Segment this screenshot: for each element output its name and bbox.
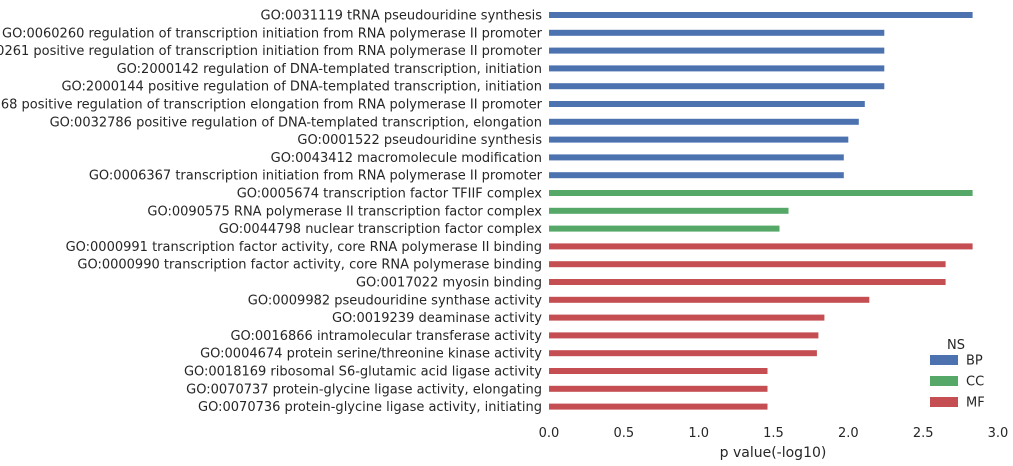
legend-label-mf: MF bbox=[966, 396, 985, 411]
x-axis-title: p value(-log10) bbox=[720, 445, 827, 461]
category-label: GO:0044798 nuclear transcription factor … bbox=[219, 222, 543, 237]
bar-mf bbox=[549, 332, 819, 339]
category-label: GO:0032786 positive regulation of DNA-te… bbox=[50, 115, 542, 130]
bar-mf bbox=[549, 279, 946, 285]
bar-mf bbox=[549, 314, 825, 321]
category-label: GO:0019239 deaminase activity bbox=[332, 311, 542, 326]
bar-cc bbox=[549, 190, 973, 196]
category-labels-group: GO:0031119 tRNA pseudouridine synthesis G… bbox=[0, 9, 543, 416]
category-label: GO:2000142 regulation of DNA-templated t… bbox=[117, 62, 542, 77]
bar-mf bbox=[549, 403, 768, 410]
category-label: GO:0070737 protein-glycine ligase activi… bbox=[186, 382, 542, 397]
category-label: GO:0009982 pseudouridine synthase activi… bbox=[248, 293, 543, 308]
bar-mf bbox=[549, 296, 870, 303]
legend-entries-group: BP CC MF bbox=[930, 354, 985, 411]
bar-mf bbox=[549, 385, 768, 392]
x-tick-label: 1.0 bbox=[688, 426, 709, 441]
bar-bp bbox=[549, 83, 885, 90]
category-label: GO:0031119 tRNA pseudouridine synthesis bbox=[261, 9, 543, 24]
bar-bp bbox=[549, 118, 859, 125]
bar-bp bbox=[549, 65, 885, 72]
bar-cc bbox=[549, 207, 789, 214]
legend-swatch-cc bbox=[930, 376, 958, 386]
legend-label-cc: CC bbox=[966, 375, 984, 390]
category-label: GO:0004674 protein serine/threonine kina… bbox=[200, 347, 542, 362]
category-label: GO:0005674 transcription factor TFIIF co… bbox=[237, 187, 543, 202]
bar-mf bbox=[549, 261, 946, 268]
bar-bp bbox=[549, 154, 844, 161]
bar-bp bbox=[549, 29, 885, 36]
legend-title: NS bbox=[947, 338, 965, 353]
legend-swatch-bp bbox=[930, 355, 958, 365]
bar-cc bbox=[549, 225, 780, 232]
bar-bp bbox=[549, 12, 973, 18]
x-tick-label: 0.0 bbox=[539, 426, 560, 441]
category-label: GO:0018169 ribosomal S6-glutamic acid li… bbox=[184, 365, 542, 380]
x-tick-labels-group: 0.0 0.5 1.0 1.5 2.0 2.5 3.0 bbox=[539, 426, 1009, 441]
x-tick-label: 0.5 bbox=[613, 426, 634, 441]
x-tick-label: 2.0 bbox=[838, 426, 859, 441]
bar-bp bbox=[549, 172, 844, 179]
category-label: GO:0070736 protein-glycine ligase activi… bbox=[198, 400, 542, 415]
category-label: GO:0043412 macromolecule modification bbox=[271, 151, 542, 166]
legend-swatch-mf bbox=[930, 397, 958, 407]
category-label: GO:0000991 transcription factor activity… bbox=[66, 240, 542, 255]
bar-bp bbox=[549, 101, 865, 107]
category-label: GO:0006367 transcription initiation from… bbox=[89, 169, 543, 184]
x-tick-label: 3.0 bbox=[988, 426, 1009, 441]
bar-mf bbox=[549, 350, 817, 357]
bar-bp bbox=[549, 47, 885, 54]
x-tick-label: 2.5 bbox=[913, 426, 934, 441]
bar-bp bbox=[549, 136, 849, 143]
legend: NS BP CC MF bbox=[930, 338, 985, 411]
category-label: GO:0017022 myosin binding bbox=[356, 276, 542, 291]
category-label: GO:0001522 pseudouridine synthesis bbox=[297, 133, 542, 148]
category-label: GO:2000144 positive regulation of DNA-te… bbox=[61, 80, 542, 95]
category-label: GO:0060260 regulation of transcription i… bbox=[2, 26, 543, 41]
category-label: GO:0000990 transcription factor activity… bbox=[77, 258, 542, 273]
category-label: GO:0032968 positive regulation of transc… bbox=[0, 98, 543, 113]
x-tick-label: 1.5 bbox=[763, 426, 784, 441]
category-label: GO:0090575 RNA polymerase II transcripti… bbox=[147, 204, 542, 219]
bar-mf bbox=[549, 368, 768, 374]
legend-label-bp: BP bbox=[966, 354, 983, 369]
bars-group bbox=[549, 12, 973, 410]
category-label: GO:0060261 positive regulation of transc… bbox=[0, 44, 543, 59]
category-label: GO:0016866 intramolecular transferase ac… bbox=[230, 329, 542, 344]
bar-mf bbox=[549, 243, 973, 250]
